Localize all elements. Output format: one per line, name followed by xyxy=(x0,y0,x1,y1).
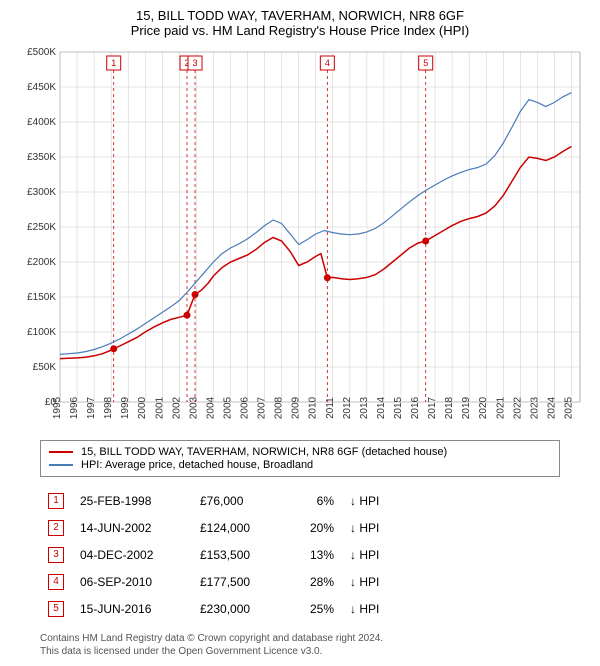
svg-text:1995: 1995 xyxy=(52,396,63,419)
svg-text:£200K: £200K xyxy=(27,257,56,268)
svg-text:3: 3 xyxy=(193,58,198,68)
svg-text:1997: 1997 xyxy=(86,396,97,419)
svg-text:£150K: £150K xyxy=(27,292,56,303)
svg-text:2003: 2003 xyxy=(188,396,199,419)
svg-text:2025: 2025 xyxy=(563,396,574,419)
sale-date: 14-JUN-2002 xyxy=(72,514,192,541)
sale-date: 04-DEC-2002 xyxy=(72,541,192,568)
svg-text:2021: 2021 xyxy=(495,396,506,419)
sale-marker: 1 xyxy=(48,493,64,509)
sale-delta: 28% xyxy=(292,568,342,595)
sale-direction: ↓ HPI xyxy=(342,541,387,568)
table-row: 2 14-JUN-2002£124,00020%↓ HPI xyxy=(40,514,387,541)
sale-marker: 4 xyxy=(48,574,64,590)
sale-date: 25-FEB-1998 xyxy=(72,487,192,514)
sale-price: £124,000 xyxy=(192,514,292,541)
legend-label: HPI: Average price, detached house, Broa… xyxy=(81,459,313,471)
svg-text:2008: 2008 xyxy=(274,396,285,419)
legend-swatch xyxy=(49,464,73,466)
svg-text:2023: 2023 xyxy=(529,396,540,419)
sale-price: £230,000 xyxy=(192,595,292,622)
footer-line-1: Contains HM Land Registry data © Crown c… xyxy=(40,632,590,645)
svg-text:2016: 2016 xyxy=(410,396,421,419)
sale-date: 15-JUN-2016 xyxy=(72,595,192,622)
sale-delta: 20% xyxy=(292,514,342,541)
sale-price: £76,000 xyxy=(192,487,292,514)
svg-text:£50K: £50K xyxy=(33,362,57,373)
sale-delta: 6% xyxy=(292,487,342,514)
sale-marker: 5 xyxy=(48,601,64,617)
table-row: 5 15-JUN-2016£230,00025%↓ HPI xyxy=(40,595,387,622)
svg-text:2022: 2022 xyxy=(512,396,523,419)
svg-text:2009: 2009 xyxy=(291,396,302,419)
svg-text:2001: 2001 xyxy=(154,396,165,419)
svg-text:2020: 2020 xyxy=(478,396,489,419)
price-chart: £0£50K£100K£150K£200K£250K£300K£350K£400… xyxy=(10,42,590,432)
svg-text:2017: 2017 xyxy=(427,396,438,419)
svg-text:£100K: £100K xyxy=(27,327,56,338)
legend-item: 15, BILL TODD WAY, TAVERHAM, NORWICH, NR… xyxy=(49,446,551,458)
sale-marker: 2 xyxy=(48,520,64,536)
svg-text:4: 4 xyxy=(325,58,330,68)
svg-text:2005: 2005 xyxy=(222,396,233,419)
table-row: 4 06-SEP-2010£177,50028%↓ HPI xyxy=(40,568,387,595)
sale-price: £177,500 xyxy=(192,568,292,595)
svg-text:£300K: £300K xyxy=(27,187,56,198)
footer-line-2: This data is licensed under the Open Gov… xyxy=(40,645,590,658)
svg-text:2010: 2010 xyxy=(308,396,319,419)
svg-text:2007: 2007 xyxy=(257,396,268,419)
svg-text:£250K: £250K xyxy=(27,222,56,233)
footer-attribution: Contains HM Land Registry data © Crown c… xyxy=(40,632,590,658)
sale-marker: 3 xyxy=(48,547,64,563)
svg-text:2024: 2024 xyxy=(546,396,557,419)
svg-text:1996: 1996 xyxy=(69,396,80,419)
legend: 15, BILL TODD WAY, TAVERHAM, NORWICH, NR… xyxy=(40,440,560,477)
sale-direction: ↓ HPI xyxy=(342,595,387,622)
sale-direction: ↓ HPI xyxy=(342,568,387,595)
svg-text:£350K: £350K xyxy=(27,152,56,163)
chart-titles: 15, BILL TODD WAY, TAVERHAM, NORWICH, NR… xyxy=(10,8,590,38)
legend-label: 15, BILL TODD WAY, TAVERHAM, NORWICH, NR… xyxy=(81,446,447,458)
sale-price: £153,500 xyxy=(192,541,292,568)
chart-subtitle: Price paid vs. HM Land Registry's House … xyxy=(10,23,590,38)
svg-text:2006: 2006 xyxy=(240,396,251,419)
sale-delta: 25% xyxy=(292,595,342,622)
svg-text:£500K: £500K xyxy=(27,47,56,58)
chart-area: £0£50K£100K£150K£200K£250K£300K£350K£400… xyxy=(10,42,590,432)
svg-text:1999: 1999 xyxy=(120,396,131,419)
svg-text:2018: 2018 xyxy=(444,396,455,419)
svg-text:2012: 2012 xyxy=(342,396,353,419)
table-row: 1 25-FEB-1998£76,0006%↓ HPI xyxy=(40,487,387,514)
sale-direction: ↓ HPI xyxy=(342,487,387,514)
table-row: 3 04-DEC-2002£153,50013%↓ HPI xyxy=(40,541,387,568)
sale-delta: 13% xyxy=(292,541,342,568)
sales-table: 125-FEB-1998£76,0006%↓ HPI214-JUN-2002£1… xyxy=(40,487,387,622)
svg-text:2013: 2013 xyxy=(359,396,370,419)
legend-item: HPI: Average price, detached house, Broa… xyxy=(49,459,551,471)
svg-text:1998: 1998 xyxy=(103,396,114,419)
svg-text:5: 5 xyxy=(423,58,428,68)
svg-text:1: 1 xyxy=(111,58,116,68)
svg-text:2019: 2019 xyxy=(461,396,472,419)
svg-text:2002: 2002 xyxy=(171,396,182,419)
svg-text:2011: 2011 xyxy=(325,397,336,419)
svg-text:2014: 2014 xyxy=(376,396,387,419)
svg-text:£450K: £450K xyxy=(27,82,56,93)
legend-swatch xyxy=(49,451,73,453)
svg-text:2004: 2004 xyxy=(205,396,216,419)
svg-text:£400K: £400K xyxy=(27,117,56,128)
svg-text:2000: 2000 xyxy=(137,396,148,419)
sale-direction: ↓ HPI xyxy=(342,514,387,541)
svg-text:2015: 2015 xyxy=(393,396,404,419)
chart-title: 15, BILL TODD WAY, TAVERHAM, NORWICH, NR… xyxy=(10,8,590,23)
sale-date: 06-SEP-2010 xyxy=(72,568,192,595)
